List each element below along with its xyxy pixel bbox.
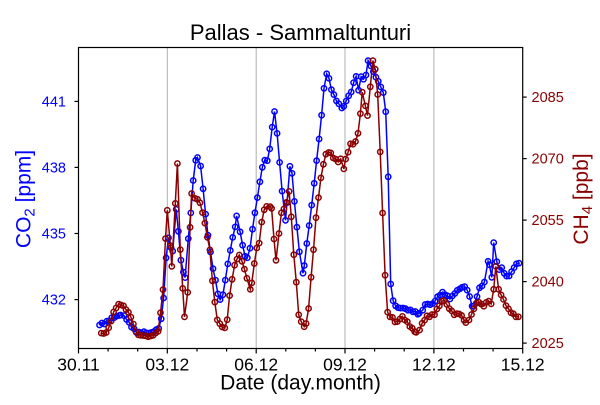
svg-text:2085: 2085 [532,90,564,106]
svg-text:CO2 [ppm]: CO2 [ppm] [13,150,39,248]
svg-text:09.12: 09.12 [323,355,367,375]
svg-text:2040: 2040 [532,275,564,291]
svg-text:06.12: 06.12 [234,355,278,375]
svg-text:12.12: 12.12 [412,355,456,375]
svg-text:2025: 2025 [532,336,564,352]
svg-text:03.12: 03.12 [145,355,189,375]
svg-text:2070: 2070 [532,152,564,168]
svg-text:441: 441 [42,94,66,110]
svg-text:2055: 2055 [532,213,564,229]
svg-text:432: 432 [42,293,66,309]
svg-text:435: 435 [42,227,66,243]
svg-text:438: 438 [42,160,66,176]
svg-text:15.12: 15.12 [501,355,545,375]
svg-text:Date (day.month): Date (day.month) [220,372,381,395]
svg-text:30.11: 30.11 [57,355,100,375]
svg-text:CH4 [ppb]: CH4 [ppb] [570,153,596,244]
svg-text:Pallas - Sammaltunturi: Pallas - Sammaltunturi [190,20,411,45]
